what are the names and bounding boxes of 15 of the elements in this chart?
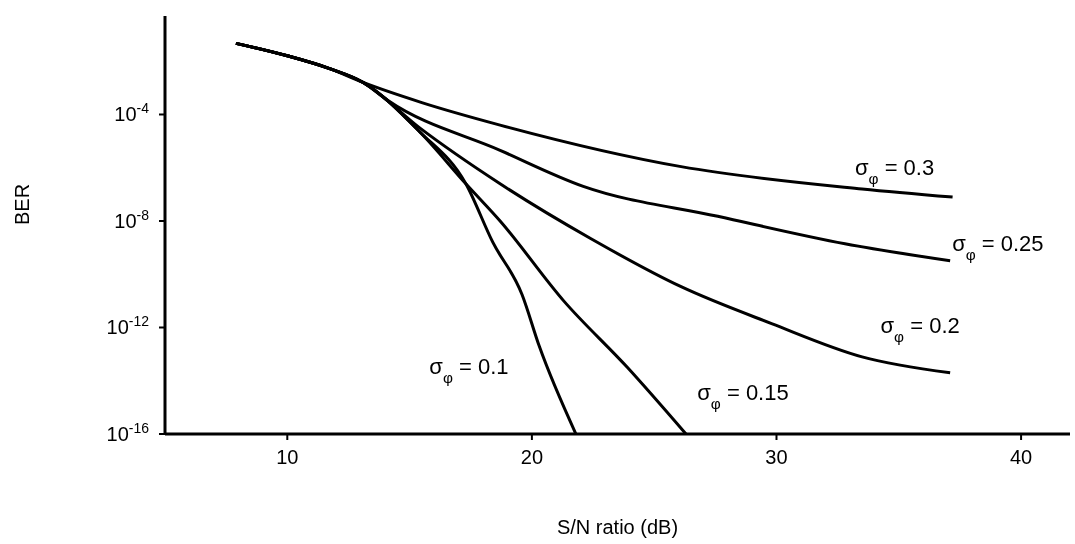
y-tick-label: 10$^{-16}$ [106,420,150,445]
x-axis-title: S/N ratio (dB) [556,516,679,538]
y-tick-label: 10$^{-12}$ [106,313,150,339]
series-label: σ$_{φ}$ = 0.25 [952,230,1044,263]
series-label: σ$_{φ}$ = 0.1 [429,354,509,386]
y-tick-label: 10$^{-4}$ [114,100,150,126]
x-tick-label: 10 [276,446,299,468]
x-tick-label: 30 [765,446,788,468]
series-label: σ$_{φ}$ = 0.2 [880,312,960,345]
y-tick-label: 10$^{-8}$ [114,206,150,232]
x-tick-label: 40 [1009,446,1033,468]
x-tick-label: 20 [520,446,544,468]
y-axis-title: BER [11,183,34,225]
series-label: σ$_{φ}$ = 0.15 [697,380,789,412]
series-label: σ$_{φ}$ = 0.3 [854,155,935,187]
